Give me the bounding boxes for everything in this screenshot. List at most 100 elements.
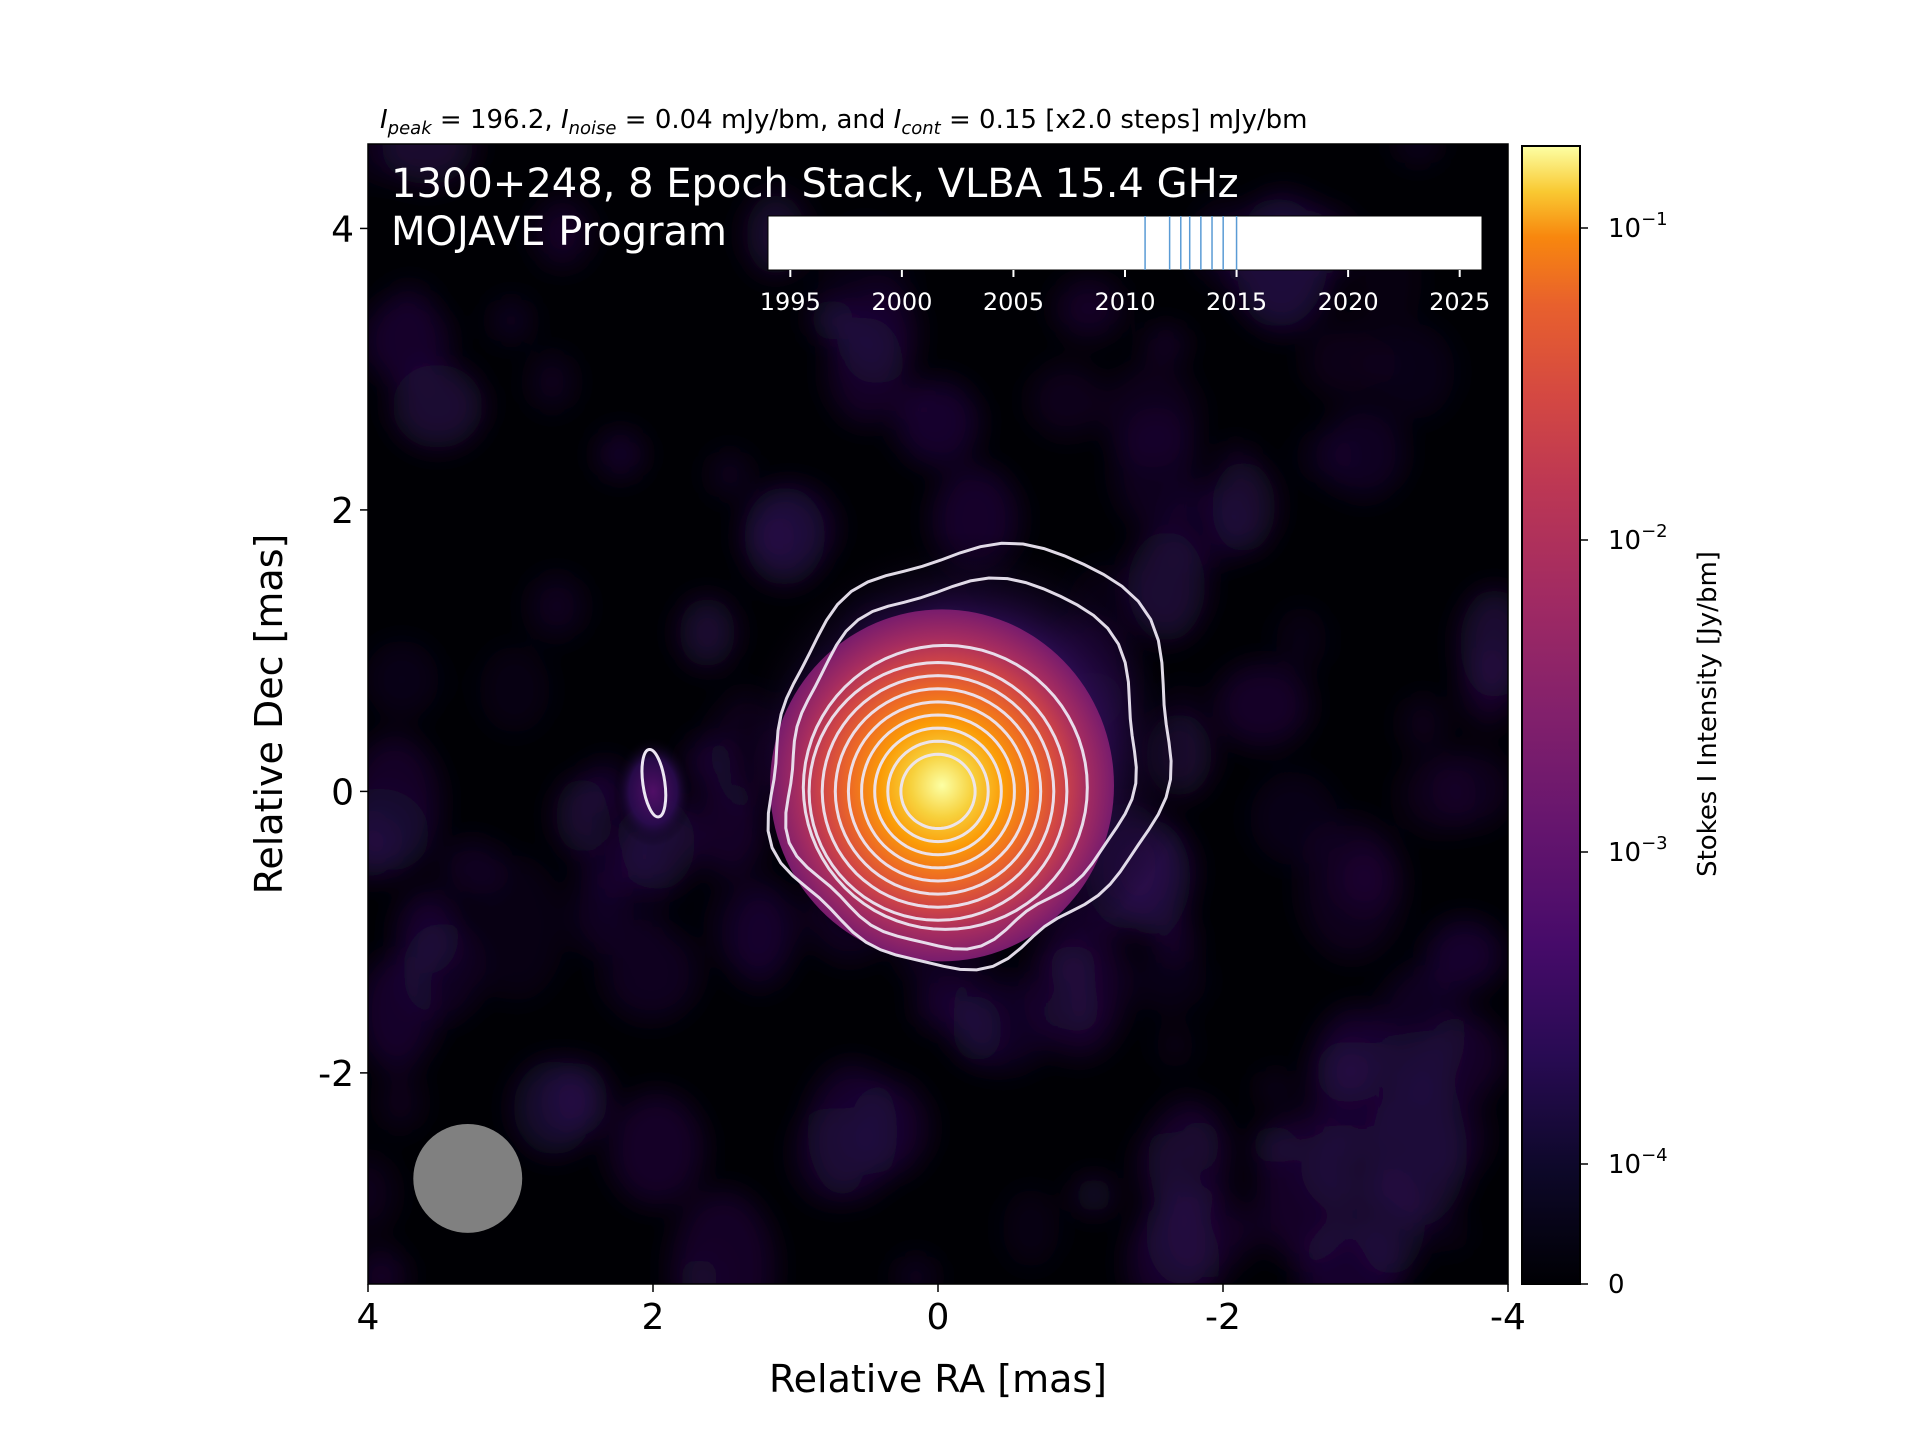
contour-level [899,752,977,831]
noise-blob [579,831,655,893]
noise-blob [1143,325,1188,362]
contour-level [807,660,1069,922]
noise-blob [1113,406,1199,533]
noise-blob [1395,144,1441,164]
noise-blob [609,1091,705,1206]
noise-blob [1357,1168,1426,1276]
timeline-tick-label: 1995 [760,288,821,316]
noise-blob [381,144,474,185]
noise-blob [491,298,532,343]
noise-blob [1389,1087,1491,1184]
timeline-tick-label: 2020 [1318,288,1379,316]
colorbar-tick-label: 10−4 [1608,1145,1668,1180]
epoch-timeline: 1995 2000 2005 2010 2015 2020 2025 [760,215,1490,316]
noise-blob [1276,606,1327,673]
noise-blob [440,839,504,895]
noise-blob [1029,363,1105,438]
noise-blob [555,777,608,854]
timeline-tick-label: 2010 [1094,288,1155,316]
noise-blob [1424,1013,1506,1101]
y-axis: 4 2 0 -2 [318,209,368,1095]
colorbar: 10−1 10−2 10−3 10−4 0 Stokes I Intensity [Jy… [1521,145,1723,1300]
contour-level [784,576,1138,951]
noise-blob [1049,944,1097,989]
noise-blob [1329,1042,1380,1101]
noise-blob [468,855,566,1002]
x-axis-label: Relative RA [mas] [769,1357,1107,1401]
colorbar-ticks: 10−1 10−2 10−3 10−4 0 [1580,209,1668,1300]
noise-blob [727,887,793,990]
contour-level [886,739,990,844]
x-tick-label: -4 [1490,1297,1526,1338]
noise-blob [1303,322,1389,400]
contour-level [766,541,1173,972]
plot-title: 1300+248, 8 Epoch Stack, VLBA 15.4 GHz [391,161,1239,207]
contour-level [833,687,1043,896]
noise-blob [1223,1214,1265,1249]
noise-blob [1461,647,1508,728]
noise-blob [402,922,483,1022]
noise-blob [807,1063,898,1201]
noise-blob [1297,429,1355,484]
noise-blob [895,1255,937,1284]
colorbar-tick-label: 10−3 [1608,833,1668,868]
contour-level [820,674,1056,909]
timeline-tick-label: 2005 [983,288,1044,316]
noise-blob [479,646,550,734]
noise-blob [1300,816,1403,960]
noise-blob [1055,277,1123,339]
noise-blob [535,199,590,267]
noise-blob [602,926,699,1021]
beam-ellipse [413,1123,523,1233]
contour-level [860,713,1016,870]
noise-blob [368,297,450,385]
noise-blob [679,597,736,668]
x-tick-label: 2 [642,1297,665,1338]
x-tick-label: 4 [357,1297,380,1338]
colorbar-tick-label: 10−1 [1608,209,1668,244]
y-tick-label: 2 [331,491,354,532]
noise-blob [1156,1021,1194,1070]
timeline-tick-label: 2000 [871,288,932,316]
noise-blob [1130,948,1208,1013]
noise-blob [1374,323,1455,420]
secondary-contour [640,748,668,819]
noise-blob [1429,1212,1470,1253]
noise-blob [1212,461,1276,553]
noise-blob [1426,919,1504,992]
plot-subtitle: MOJAVE Program [391,209,727,255]
contours [640,541,1173,972]
x-axis: 4 2 0 -2 -4 [357,1284,1526,1338]
timeline-tick-label: 2015 [1206,288,1267,316]
noise-blob [548,1062,608,1136]
y-axis-label: Relative Dec [mas] [247,534,291,895]
noise-blob [530,353,575,411]
colorbar-tick-label: 0 [1608,1270,1625,1300]
timeline-box [767,215,1483,271]
noise-blob [1075,1177,1113,1214]
noise-blob [1400,695,1446,753]
noise-blob [1398,756,1477,834]
noise-blob [1061,977,1099,1034]
noise-blob [953,996,1002,1062]
noise-blob [680,1257,719,1284]
y-tick-label: 0 [331,772,354,813]
y-tick-label: 4 [331,209,354,250]
x-tick-label: -2 [1205,1297,1241,1338]
noise-blob [683,735,734,788]
noise-blob [1255,1070,1295,1108]
header-stats: Ipeak = 196.2, Inoise = 0.04 mJy/bm, and… [380,105,1308,139]
contour-level [873,726,1003,857]
noise-blob [368,640,439,719]
noise-blob [895,379,980,467]
noise-blob [1002,1188,1060,1268]
timeline-ticks: 1995 2000 2005 2010 2015 2020 2025 [760,270,1490,316]
colorbar-label: Stokes I Intensity [Jy/bm] [1693,551,1723,877]
noise-blob [1126,1203,1220,1284]
noise-blob [709,451,751,499]
noise-blob [378,1073,423,1132]
noise-blob [747,514,797,560]
noise-blob [1215,662,1311,748]
noise-blob [368,1247,407,1284]
